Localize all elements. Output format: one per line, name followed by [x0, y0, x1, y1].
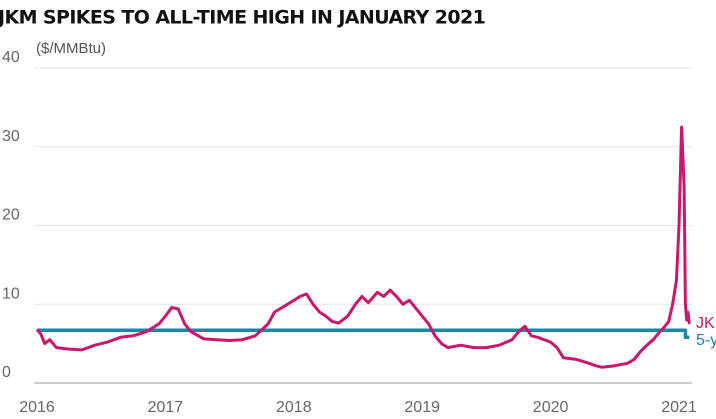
legend-label: 5-y — [696, 332, 716, 349]
y-tick-label: 0 — [2, 364, 11, 381]
series-line — [35, 125, 691, 369]
chart-title: JKM SPIKES TO ALL-TIME HIGH IN JANUARY 2… — [0, 7, 485, 29]
y-tick-label: 20 — [2, 207, 20, 224]
x-tick-label: 2019 — [404, 399, 440, 416]
x-tick-label: 2020 — [533, 399, 569, 416]
x-tick-label: 2021 — [661, 399, 697, 416]
chart-subtitle: ($/MMBtu) — [36, 40, 106, 57]
y-tick-label: 40 — [2, 49, 20, 66]
x-tick-label: 2016 — [19, 399, 55, 416]
y-tick-label: 10 — [2, 285, 20, 302]
y-tick-label: 30 — [2, 128, 20, 145]
legend-label: JK — [696, 315, 715, 332]
series-line — [37, 328, 690, 340]
x-tick-label: 2017 — [148, 399, 184, 416]
x-tick-label: 2018 — [276, 399, 312, 416]
